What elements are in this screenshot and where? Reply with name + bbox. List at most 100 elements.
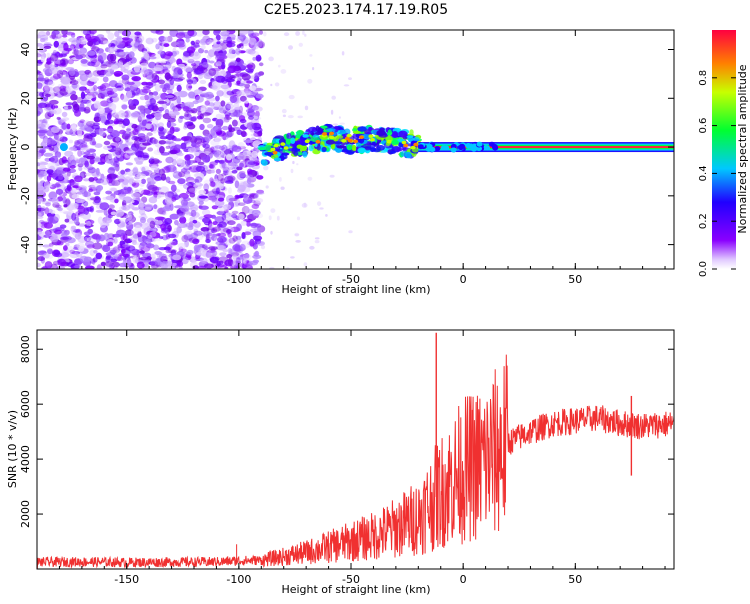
spectrogram-axes: -150 -100 -50 0 50 -40 -20 0 20 40	[19, 30, 674, 286]
noise-cell	[241, 205, 250, 214]
noise-cell	[237, 238, 242, 243]
noise-cell	[314, 237, 320, 240]
noise-cell	[174, 144, 182, 151]
noise-cell	[89, 139, 97, 146]
noise-cell	[44, 112, 52, 120]
noise-cell	[140, 216, 146, 224]
noise-cell	[38, 85, 42, 90]
noise-cell	[82, 74, 89, 81]
noise-cell	[251, 209, 261, 216]
noise-cell	[66, 123, 71, 130]
noise-cell	[195, 39, 201, 45]
noise-cell	[274, 82, 280, 87]
noise-cell	[56, 116, 61, 120]
noise-cell	[137, 236, 143, 243]
noise-cell	[314, 240, 320, 244]
noise-cell	[214, 151, 220, 158]
noise-cell	[85, 265, 95, 269]
snr-ytick-label: 8000	[19, 335, 32, 363]
noise-cell	[126, 258, 132, 266]
noise-cell	[251, 203, 260, 209]
noise-cell	[110, 43, 116, 48]
noise-cell	[132, 128, 139, 136]
noise-cell	[221, 213, 227, 221]
noise-cell	[238, 171, 246, 178]
noise-cell	[37, 207, 46, 212]
noise-cell	[83, 190, 88, 198]
noise-cell	[61, 111, 68, 118]
noise-cell	[62, 34, 68, 38]
noise-cell	[133, 242, 142, 246]
noise-cell	[217, 236, 227, 243]
noise-cell	[216, 61, 222, 67]
noise-cell	[252, 56, 257, 61]
noise-cell	[257, 41, 266, 49]
noise-cell	[186, 185, 196, 193]
noise-cell	[139, 242, 148, 246]
noise-cell	[95, 167, 100, 176]
noise-cell	[96, 185, 104, 191]
spectrogram-xtick-label: 50	[568, 273, 582, 286]
noise-cell	[195, 30, 204, 37]
noise-cell	[122, 196, 133, 204]
noise-cell	[116, 44, 126, 49]
noise-cell	[297, 115, 304, 119]
noise-cell	[236, 223, 242, 232]
noise-cell	[172, 254, 182, 261]
colorbar: 0.0 0.2 0.4 0.6 0.8 Normalized spectral ampl…	[698, 30, 749, 277]
noise-cell	[164, 63, 172, 69]
noise-cell	[177, 76, 185, 81]
noise-cell	[341, 51, 345, 56]
noise-cell	[110, 258, 118, 263]
noise-cell	[138, 202, 145, 208]
noise-cell	[49, 62, 56, 68]
noise-cell	[57, 138, 65, 142]
noise-cell	[256, 131, 263, 137]
noise-cell	[114, 112, 122, 119]
noise-cell	[114, 198, 119, 204]
noise-cell	[190, 209, 197, 217]
noise-cell	[203, 151, 211, 154]
noise-cell	[245, 90, 252, 96]
noise-cell	[72, 157, 80, 163]
noise-cell	[53, 40, 59, 48]
noise-cell	[179, 115, 185, 119]
noise-cell	[52, 145, 59, 153]
noise-cell	[92, 257, 98, 263]
signal-cell	[357, 126, 367, 132]
noise-cell	[96, 264, 102, 269]
signal-cell	[484, 145, 491, 151]
noise-cell	[82, 30, 92, 36]
noise-cell	[167, 233, 177, 239]
noise-cell	[46, 52, 51, 59]
noise-cell	[78, 86, 86, 92]
signal-cell	[417, 144, 424, 150]
noise-cell	[74, 110, 81, 117]
signal-cell	[346, 144, 353, 151]
signal-cell	[368, 126, 373, 131]
noise-cell	[212, 44, 223, 52]
noise-cell	[77, 120, 85, 128]
spectrogram-ytick-label: 20	[19, 91, 32, 105]
noise-cell	[158, 35, 166, 42]
noise-cell	[202, 217, 211, 224]
noise-cell	[141, 69, 150, 76]
noise-cell	[93, 116, 102, 123]
noise-cell	[120, 169, 126, 175]
noise-cell	[37, 215, 44, 219]
noise-cell	[111, 172, 117, 180]
noise-cell	[163, 53, 172, 60]
noise-cell	[174, 128, 180, 132]
noise-cell	[239, 162, 244, 168]
noise-cell	[169, 213, 179, 220]
noise-cell	[223, 169, 230, 176]
noise-cell	[132, 179, 142, 183]
colorbar-tick-label: 0.0	[698, 261, 709, 277]
noise-cell	[221, 146, 227, 151]
noise-cell	[54, 105, 59, 109]
noise-cell	[113, 46, 118, 52]
noise-cell	[83, 136, 93, 142]
noise-cell	[207, 246, 218, 251]
noise-cell	[197, 161, 205, 166]
